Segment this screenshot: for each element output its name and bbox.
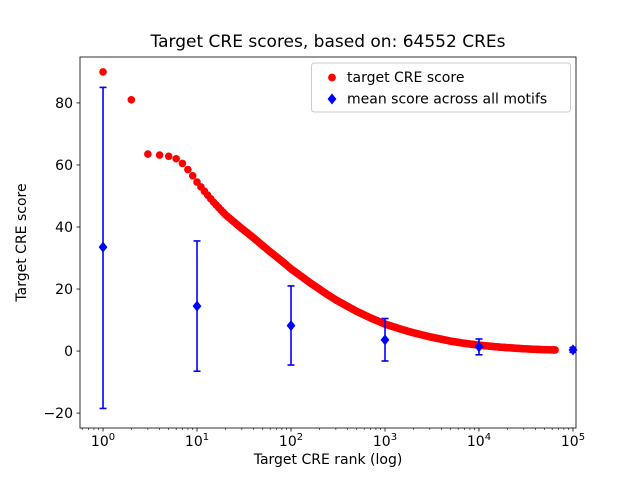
mean-score-series [98,86,578,410]
x-tick-label: 103 [373,432,397,450]
y-tick-label: 80 [55,96,73,112]
blue-data-point [98,241,108,253]
y-tick-label: 60 [55,158,73,174]
red-data-point [99,68,107,76]
chart-title: Target CRE scores, based on: 64552 CREs [150,32,506,52]
y-axis-ticks: −20 0 20 40 60 80 [43,96,80,422]
legend-entry-mean-score: mean score across all motifs [347,92,547,108]
red-data-point [172,154,180,163]
blue-data-point [192,300,202,312]
x-axis-ticks: 100 101 102 103 104 105 [81,428,585,450]
y-tick-label: 40 [55,220,73,236]
x-tick-label: 100 [91,432,115,450]
blue-data-point [474,341,484,353]
red-data-point [551,346,559,354]
y-axis-label: Target CRE score [14,183,30,302]
red-data-point [144,150,152,158]
blue-data-point [568,344,578,356]
red-data-point [127,96,136,104]
x-tick-label: 105 [561,432,585,450]
legend: target CRE score mean score across all m… [311,62,571,113]
x-tick-label: 101 [185,432,209,450]
red-data-point [188,172,197,180]
x-tick-label: 104 [467,432,491,450]
red-data-point [184,165,192,174]
x-tick-label: 102 [279,432,303,450]
plot-border [79,56,577,429]
diamond-marker-icon [327,93,337,105]
circle-marker-icon [328,73,336,82]
target-cre-score-series [99,68,559,354]
y-tick-label: 0 [64,344,73,360]
x-axis-label: Target CRE rank (log) [253,452,403,468]
red-data-point [164,152,173,161]
y-tick-label: −20 [43,406,73,422]
legend-entry-target-cre-score: target CRE score [347,70,464,86]
legend-border [311,62,571,113]
y-tick-label: 20 [55,282,73,298]
red-data-point [155,151,164,159]
blue-data-point [380,334,390,346]
red-data-point [178,159,187,168]
blue-data-point [286,320,296,332]
